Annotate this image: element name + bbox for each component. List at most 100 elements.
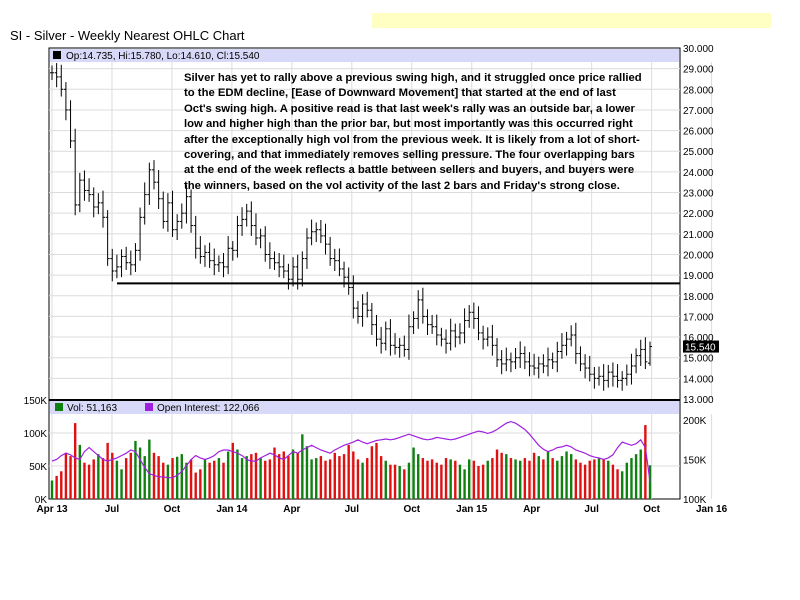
volume-bar [597,458,601,499]
ohlc-bar [578,346,583,372]
ohlc-bar [393,333,398,355]
ohlc-bar [592,366,597,389]
volume-y-axis: 150K 100K 50K 0K [24,396,48,506]
volume-bar [213,460,216,499]
ohlc-bar [170,190,175,237]
ohlc-bar [388,319,393,356]
volume-tick-label: 50K [29,462,47,473]
ohlc-bar [286,263,291,290]
ohlc-bar [272,251,277,270]
price-tick-label: 18.000 [683,292,714,303]
volume-bar [175,456,179,499]
volume-bar [620,471,624,499]
volume-bar [546,451,550,499]
volume-bar [574,459,578,499]
volume-bar [634,454,638,499]
x-tick-label: Oct [164,504,181,515]
last-price-label: 15.540 [685,343,716,354]
ohlc-bar [291,257,296,287]
ohlc-bar [481,325,486,350]
volume-bar [273,447,276,499]
ohlc-bar [184,184,189,224]
volume-bar [468,459,471,499]
volume-bar [426,460,429,499]
volume-bar [157,456,160,499]
ohlc-bar [457,323,462,345]
volume-bar [101,458,105,499]
ohlc-bar [346,267,351,295]
volume-bar [509,458,513,499]
ohlc-bar [638,339,643,366]
volume-bar [398,466,401,499]
x-tick-label: Jan 14 [216,504,248,515]
volume-bar [64,452,68,499]
volume-bar [319,456,323,499]
ohlc-bar [587,355,592,382]
volume-bar [384,460,387,499]
volume-tick-label: 100K [24,429,48,440]
volume-bar [148,439,151,499]
ohlc-bar [532,353,537,376]
ohlc-bar [253,213,258,246]
ohlc-bar [439,327,444,347]
ohlc-bar [620,371,625,391]
volume-bar [333,452,336,499]
ohlc-bar [156,170,161,210]
ohlc-bar [337,248,342,277]
volume-bar [523,458,527,499]
ohlc-bar [175,214,180,241]
ohlc-bar [434,314,439,346]
volume-bar [120,469,123,499]
volume-tick-label: 150K [24,396,48,407]
chart-annotation: Silver has yet to rally above a previous… [184,72,642,192]
ohlc-bar [304,228,309,269]
ohlc-bar [485,327,490,347]
ohlc-bar [402,335,407,357]
volume-bar [245,456,248,499]
ohlc-bar [244,203,249,227]
volume-bar [379,456,383,499]
volume-bar [50,480,54,499]
ohlc-bar [416,290,421,329]
x-axis: Apr 13 Jul Oct Jan 14 Apr Jul Oct Jan 15 Apr Jul O… [36,504,727,515]
volume-bar [143,456,146,499]
volume-bar [393,464,397,499]
ohlc-bar [425,309,430,335]
ohlc-bar [314,222,319,243]
price-y-axis: 30.000 29.000 28.000 27.000 26.000 25.000 24.0… [683,44,714,406]
ohlc-bar [161,191,166,229]
volume-bar [616,469,619,499]
x-tick-label: Oct [403,504,420,515]
volume-bar [463,469,466,499]
volume-bar [625,462,629,499]
volume-bar [366,458,369,499]
volume-bar [287,456,290,499]
price-legend-bar [50,49,679,62]
vol-legend: Vol: 51,163 [67,403,117,414]
ohlc-bar [374,314,379,347]
price-tick-label: 25.000 [683,147,714,158]
top-banner [372,13,771,28]
ohlc-bar [105,210,110,266]
volume-bar [129,452,133,499]
volume-bar [310,459,313,499]
volume-bar [569,454,573,499]
volume-bars [50,423,652,499]
price-tick-label: 24.000 [683,168,714,179]
ohlc-bar [541,354,546,374]
volume-bar [180,454,183,499]
ohlc-bar [258,228,263,249]
ohlc-bar [133,243,138,273]
volume-bar [60,471,63,499]
ohlc-bar [476,306,481,341]
ohlc-bar [63,82,68,121]
volume-bar [551,458,554,499]
ohlc-bar [610,362,615,387]
volume-bar [199,469,202,499]
volume-legend-bar [50,401,679,414]
x-tick-label: Apr [283,504,300,515]
volume-bar [407,462,411,499]
ohlc-bar [420,287,425,324]
open-interest-y-axis: 200K 150K 100K [683,416,707,506]
